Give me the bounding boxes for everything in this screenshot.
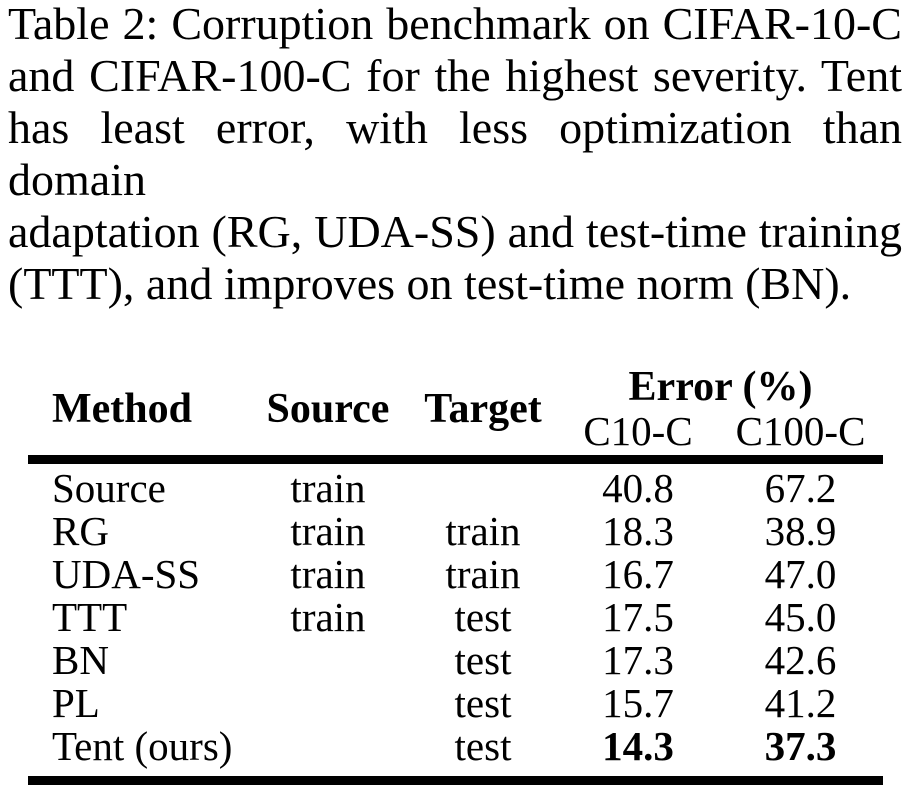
cell-method: BN (52, 637, 109, 683)
cell-c10c: 17.3 (602, 637, 674, 683)
cell-source (248, 725, 408, 768)
column-header-c10c: C10-C (583, 408, 693, 454)
cell-method: UDA-SS (52, 551, 201, 597)
cell-target: test (454, 723, 512, 769)
cell-target: test (454, 680, 512, 726)
cell-target: train (445, 551, 521, 597)
cell-target: train (445, 508, 521, 554)
cell-target (408, 467, 558, 510)
cell-c100c: 67.2 (764, 465, 837, 511)
cell-method: PL (52, 680, 100, 726)
caption-line-2: and CIFAR-100-C for the highest severity… (8, 50, 902, 101)
cell-c100c: 38.9 (764, 508, 837, 554)
cell-c10c: 17.5 (602, 594, 674, 640)
column-header-method: Method (52, 385, 192, 432)
cell-c10c: 18.3 (602, 508, 674, 554)
table-body: Source train 40.8 67.2 RG train train 18… (28, 464, 883, 776)
top-rule (28, 455, 883, 464)
column-header-c100c: C100-C (735, 408, 866, 454)
cell-c100c: 47.0 (764, 551, 837, 597)
cell-c100c: 42.6 (764, 637, 837, 683)
column-header-target: Target (424, 385, 542, 432)
cell-target: test (454, 637, 512, 683)
cell-c10c: 16.7 (602, 551, 674, 597)
column-group-header-error: Error (%) (628, 364, 813, 410)
table-caption: Table 2: Corruption benchmark on CIFAR-1… (8, 0, 902, 310)
cell-target: test (454, 594, 512, 640)
cell-source: train (290, 594, 366, 640)
caption-line-3: has least error, with less optimization … (8, 102, 902, 205)
cell-method: TTT (52, 594, 128, 640)
cell-c100c: 41.2 (764, 680, 837, 726)
caption-line-1: Table 2: Corruption benchmark on CIFAR-1… (8, 0, 902, 49)
cell-method: RG (52, 508, 109, 554)
cell-c10c: 15.7 (602, 680, 674, 726)
cell-source (248, 682, 408, 725)
cell-c100c-best: 37.3 (764, 723, 837, 769)
cell-source: train (290, 508, 366, 554)
bottom-rule (28, 776, 883, 785)
table-header: Method Source Target Error (%) C10-C C10… (28, 362, 883, 455)
cell-c10c-best: 14.3 (602, 723, 674, 769)
caption-line-5: (TTT), and improves on test-time norm (B… (8, 258, 852, 309)
caption-line-4: adaptation (RG, UDA-SS) and test-time tr… (8, 206, 902, 257)
column-header-source: Source (266, 385, 390, 432)
cell-source: train (290, 551, 366, 597)
cell-method: Tent (ours) (52, 723, 233, 769)
cell-source (248, 639, 408, 682)
cell-c10c: 40.8 (602, 465, 674, 511)
results-table: Method Source Target Error (%) C10-C C10… (28, 362, 883, 785)
cell-method: Source (52, 465, 166, 511)
cell-source: train (290, 465, 366, 511)
cell-c100c: 45.0 (764, 594, 837, 640)
